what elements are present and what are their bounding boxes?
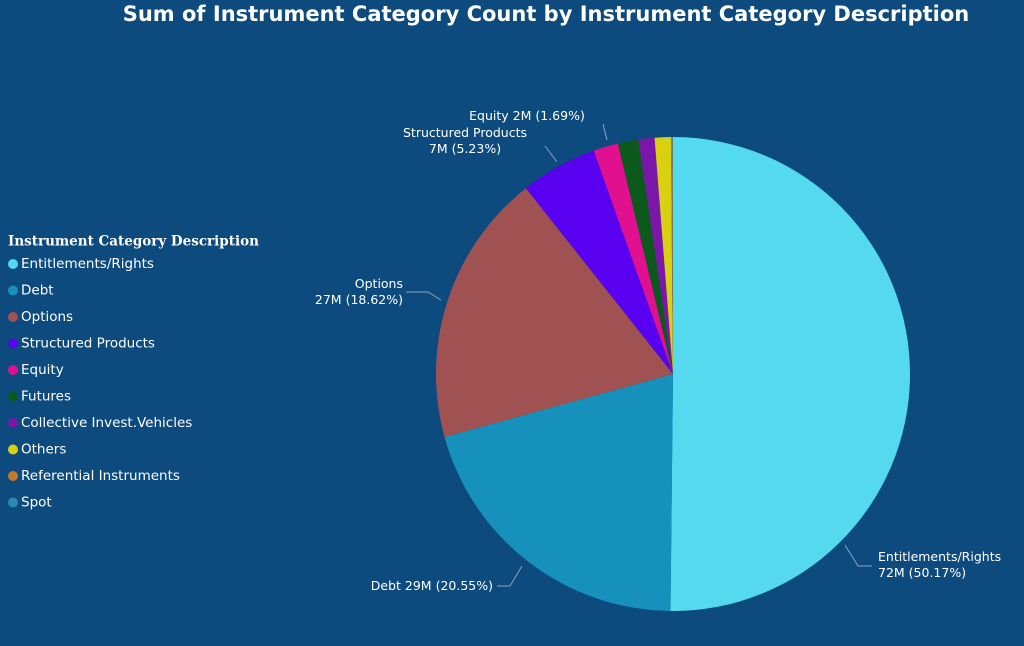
leader-line (544, 145, 558, 163)
data-label-value: 7M (5.23%) (429, 141, 501, 156)
data-label: Entitlements/Rights 72M (50.17%) (878, 549, 1001, 580)
pie-slice (617, 139, 673, 374)
data-label-category: Options (355, 276, 403, 291)
chart-title: Sum of Instrument Category Count by Inst… (123, 2, 970, 26)
legend-marker (8, 471, 18, 481)
legend-marker (8, 418, 18, 428)
pie-slice (672, 137, 673, 374)
legend-label: Entitlements/Rights (21, 256, 154, 272)
legend-marker (8, 312, 18, 322)
pie-slice (444, 374, 673, 611)
legend-label: Collective Invest.Vehicles (21, 415, 192, 431)
legend-label: Options (21, 309, 73, 325)
legend-marker (8, 259, 18, 269)
data-label-value: 29M (20.55%) (405, 578, 493, 593)
pie-slice (670, 137, 673, 374)
legend-label: Structured Products (21, 336, 155, 352)
data-label: Debt 29M (20.55%) (371, 578, 493, 593)
legend-label: Spot (21, 495, 52, 511)
data-label: Structured Products 7M (5.23%) (403, 125, 527, 156)
pie-slice (436, 188, 673, 437)
legend-marker (8, 444, 18, 455)
leader-line (602, 123, 608, 141)
leader-line (497, 565, 523, 587)
data-label-category: Equity (469, 108, 509, 123)
legend-label: Others (21, 442, 66, 458)
data-label-category: Entitlements/Rights (878, 549, 1001, 564)
pie-slice (593, 143, 673, 374)
pie-slice (654, 137, 673, 374)
leader-line (844, 544, 872, 567)
legend-marker (8, 365, 18, 375)
legend-marker (8, 338, 18, 349)
data-label-category: Structured Products (403, 125, 527, 140)
data-label: Options 27M (18.62%) (315, 276, 403, 307)
leader-line (406, 291, 442, 301)
pie-slice (638, 137, 673, 374)
legend-marker (8, 497, 18, 508)
legend-label: Futures (21, 389, 71, 405)
data-label-value: 2M (1.69%) (513, 108, 585, 123)
legend-marker (8, 285, 18, 296)
data-label-category: Debt (371, 578, 401, 593)
legend-title: Instrument Category Description (8, 234, 259, 250)
legend-marker (8, 391, 18, 402)
legend-label: Referential Instruments (21, 468, 180, 484)
pie-slice (525, 150, 673, 374)
data-label-value: 27M (18.62%) (315, 292, 403, 307)
data-label: Equity 2M (1.69%) (469, 108, 585, 123)
pie-slice (670, 137, 911, 611)
data-label-value: 72M (50.17%) (878, 565, 966, 580)
legend-label: Equity (21, 362, 64, 378)
legend-label: Debt (21, 283, 54, 299)
